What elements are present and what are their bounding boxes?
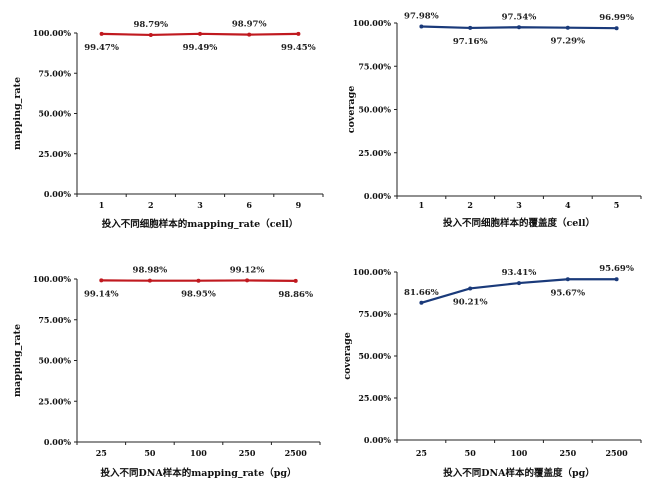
data-point xyxy=(148,32,153,37)
y-tick-label: 75.00% xyxy=(358,309,391,319)
data-label: 98.98% xyxy=(133,266,168,276)
data-label: 98.95% xyxy=(181,290,216,300)
data-label: 95.67% xyxy=(550,288,585,298)
data-label: 97.98% xyxy=(404,11,439,21)
x-tick-label: 100 xyxy=(190,448,207,458)
data-label: 98.79% xyxy=(133,20,168,30)
y-tick-label: 0.00% xyxy=(364,191,391,201)
x-axis-title: 投入不同DNA样本的覆盖度（pg） xyxy=(443,467,595,479)
data-label: 81.66% xyxy=(404,288,439,298)
y-tick-label: 0.00% xyxy=(44,437,71,447)
x-tick-label: 5 xyxy=(614,200,620,210)
y-tick-label: 50.00% xyxy=(358,351,391,361)
y-tick-label: 100.00% xyxy=(353,267,392,277)
data-point xyxy=(517,281,521,286)
data-point xyxy=(147,278,152,283)
x-tick-label: 25 xyxy=(416,448,427,458)
y-axis-title: mapping_rate xyxy=(12,77,23,150)
data-point xyxy=(614,277,619,282)
x-tick-label: 1 xyxy=(99,200,105,210)
y-tick-label: 75.00% xyxy=(358,61,391,71)
y-tick-label: 100.00% xyxy=(353,18,392,28)
chart-panel-coverage-dna: 0.00% 25.00% 50.00% 75.00% 100.00% 25 50 100 250… xyxy=(342,264,642,479)
data-point xyxy=(565,25,570,30)
y-tick-label: 0.00% xyxy=(364,435,391,445)
x-tick-label: 100 xyxy=(511,448,528,458)
x-tick-label: 50 xyxy=(465,448,477,458)
y-axis-title: mapping_rate xyxy=(12,324,23,397)
data-point xyxy=(293,278,298,283)
x-tick-label: 2 xyxy=(467,200,473,210)
x-tick-label: 6 xyxy=(246,200,252,210)
data-point xyxy=(419,300,424,305)
data-point xyxy=(565,277,570,282)
data-point xyxy=(198,31,202,36)
x-tick-label: 4 xyxy=(565,200,571,210)
data-point xyxy=(196,278,201,283)
data-point xyxy=(468,286,473,291)
y-axis-title: coverage xyxy=(346,86,357,134)
data-label: 90.21% xyxy=(453,297,488,307)
y-tick-label: 50.00% xyxy=(38,109,71,119)
y-tick-label: 0.00% xyxy=(44,189,71,199)
y-tick-label: 75.00% xyxy=(38,68,71,78)
y-tick-label: 100.00% xyxy=(33,28,72,38)
x-axis-title: 投入不同细胞样本的覆盖度（cell） xyxy=(443,217,595,229)
data-label: 96.99% xyxy=(599,13,634,23)
x-tick-label: 50 xyxy=(144,448,156,458)
y-tick-label: 25.00% xyxy=(358,393,391,403)
data-label: 98.86% xyxy=(278,290,313,300)
x-tick-label: 3 xyxy=(516,200,522,210)
data-point xyxy=(247,32,252,37)
y-tick-label: 25.00% xyxy=(358,148,391,158)
x-axis-title: 投入不同细胞样本的mapping_rate（cell） xyxy=(102,218,299,230)
y-axis-title: coverage xyxy=(342,332,353,380)
data-point xyxy=(468,25,473,30)
data-label: 99.12% xyxy=(230,265,265,275)
data-point xyxy=(517,25,521,30)
x-tick-label: 1 xyxy=(419,200,425,210)
x-tick-label: 3 xyxy=(197,200,203,210)
data-label: 97.54% xyxy=(502,12,537,22)
y-tick-label: 100.00% xyxy=(33,274,72,284)
data-label: 99.47% xyxy=(84,43,119,53)
y-tick-label: 50.00% xyxy=(358,105,391,115)
data-point xyxy=(245,278,250,283)
x-tick-label: 2500 xyxy=(285,448,308,458)
x-tick-label: 2 xyxy=(148,200,154,210)
x-tick-label: 250 xyxy=(239,448,256,458)
y-tick-label: 50.00% xyxy=(38,356,71,366)
chart-panel-coverage-cell: 0.00% 25.00% 50.00% 75.00% 100.00% 1 2 3 4 5 投入不同细… xyxy=(346,11,642,229)
data-point xyxy=(614,26,619,31)
data-point xyxy=(419,24,424,29)
data-label: 93.41% xyxy=(502,268,537,278)
y-tick-label: 25.00% xyxy=(38,149,71,159)
data-label: 95.69% xyxy=(599,264,634,274)
data-label: 97.16% xyxy=(453,37,488,47)
data-label: 99.49% xyxy=(183,43,218,53)
data-label: 97.29% xyxy=(550,37,585,47)
y-tick-label: 25.00% xyxy=(38,396,71,406)
chart-panel-mapping-rate-cell: 0.00% 25.00% 50.00% 75.00% 100.00% 1 2 3 6 9 投入不同细… xyxy=(12,20,324,230)
x-tick-label: 250 xyxy=(559,448,576,458)
x-tick-label: 9 xyxy=(296,200,302,210)
data-label: 99.45% xyxy=(281,43,316,53)
data-point xyxy=(99,31,104,36)
data-point xyxy=(296,31,301,36)
y-tick-label: 75.00% xyxy=(38,315,71,325)
x-tick-label: 25 xyxy=(96,448,107,458)
x-tick-label: 2500 xyxy=(605,448,628,458)
x-axis-title: 投入不同DNA样本的mapping_rate（pg） xyxy=(100,467,296,479)
chart-panel-mapping-rate-dna: 0.00% 25.00% 50.00% 75.00% 100.00% 25 50 100 250… xyxy=(12,265,321,479)
data-label: 98.97% xyxy=(232,20,267,30)
data-point xyxy=(99,278,104,283)
data-label: 99.14% xyxy=(84,289,119,299)
